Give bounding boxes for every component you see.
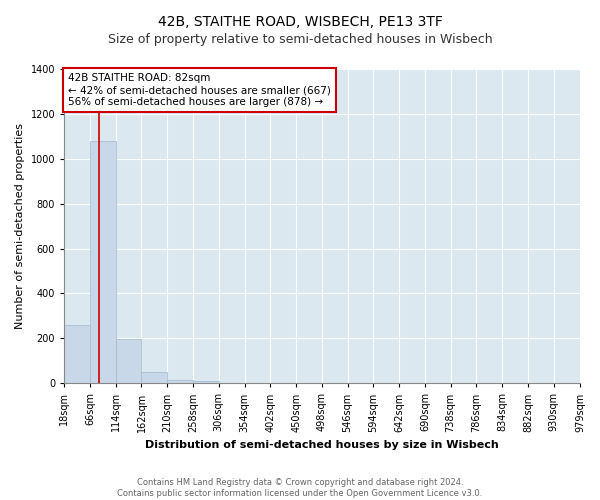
Bar: [167, 380, 193, 384]
Text: 42B STAITHE ROAD: 82sqm
← 42% of semi-detached houses are smaller (667)
56% of s: 42B STAITHE ROAD: 82sqm ← 42% of semi-de…: [68, 74, 331, 106]
Bar: [90, 141, 116, 384]
Bar: [64, 325, 90, 384]
Bar: [116, 340, 142, 384]
Text: Size of property relative to semi-detached houses in Wisbech: Size of property relative to semi-detach…: [107, 32, 493, 46]
Bar: [142, 372, 167, 384]
Text: 42B, STAITHE ROAD, WISBECH, PE13 3TF: 42B, STAITHE ROAD, WISBECH, PE13 3TF: [158, 15, 442, 29]
Y-axis label: Number of semi-detached properties: Number of semi-detached properties: [15, 123, 25, 329]
X-axis label: Distribution of semi-detached houses by size in Wisbech: Distribution of semi-detached houses by …: [145, 440, 499, 450]
Bar: [193, 381, 219, 384]
Text: Contains HM Land Registry data © Crown copyright and database right 2024.
Contai: Contains HM Land Registry data © Crown c…: [118, 478, 482, 498]
